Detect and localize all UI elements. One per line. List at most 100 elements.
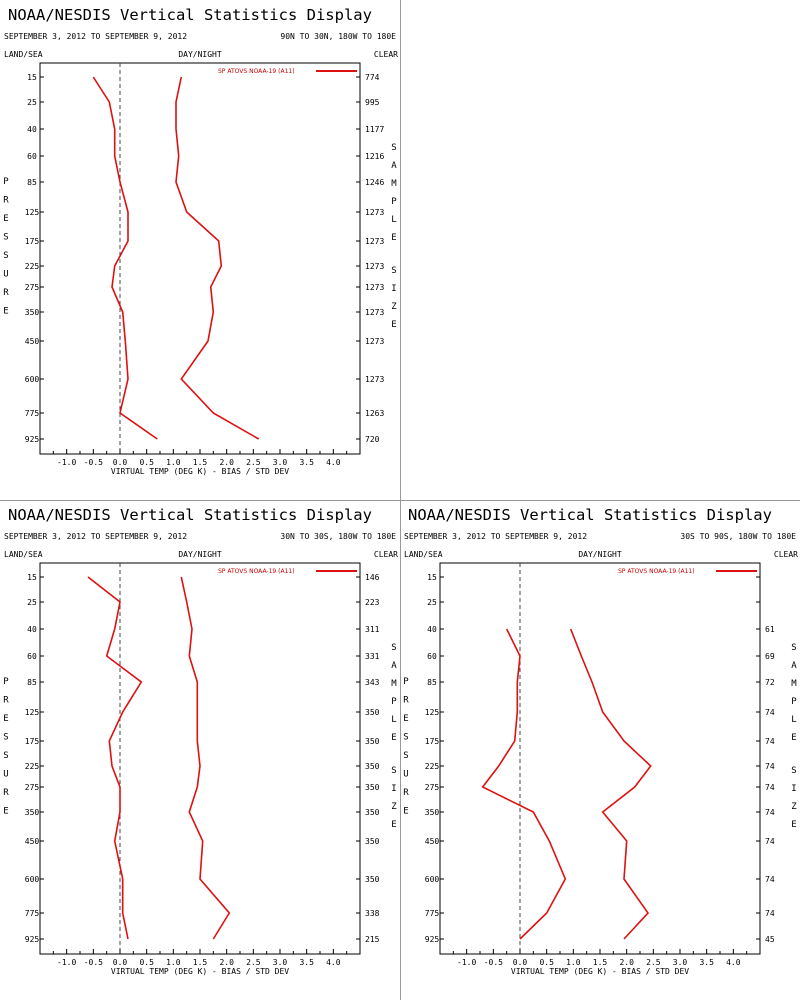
pressure-tick-label: 275 (25, 283, 40, 292)
sample-axis-letter: S (791, 643, 796, 653)
sample-size-label: 74 (765, 737, 775, 746)
x-tick-label: 1.0 (166, 958, 181, 967)
sample-size-label: 338 (365, 909, 380, 918)
pressure-axis-letter: R (3, 696, 9, 706)
day-night-label: DAY/NIGHT (178, 50, 222, 59)
chart-panel-tropics: NOAA/NESDIS Vertical Statistics Display S… (0, 500, 400, 1000)
sample-size-label: 1273 (365, 208, 384, 217)
pressure-tick-label: 25 (27, 598, 37, 607)
pressure-tick-label: 225 (25, 262, 40, 271)
legend-label: SP ATOVS NOAA-19 (A11) (218, 68, 295, 75)
chart-svg: NOAA/NESDIS Vertical Statistics Display S… (3, 506, 398, 976)
sample-axis-letter: P (391, 697, 397, 707)
sample-size-label: 1273 (365, 375, 384, 384)
x-tick-label: -0.5 (484, 958, 503, 967)
x-tick-label: 0.0 (513, 958, 528, 967)
x-tick-label: 1.5 (193, 958, 208, 967)
chart-title: NOAA/NESDIS Vertical Statistics Display (408, 506, 772, 524)
series-line-std-dev (569, 628, 652, 940)
x-tick-label: 4.0 (326, 458, 341, 467)
x-tick-label: 2.5 (246, 958, 261, 967)
plot-frame (439, 562, 761, 955)
sample-size-label: 74 (765, 837, 775, 846)
sample-axis-letter: A (391, 161, 397, 171)
x-axis-label: VIRTUAL TEMP (DEG K) - BIAS / STD DEV (111, 467, 289, 476)
x-tick-label: -1.0 (57, 958, 76, 967)
sample-size-label: 61 (765, 625, 775, 634)
sample-size-label: 215 (365, 935, 380, 944)
sample-size-label: 74 (765, 783, 775, 792)
sample-size-label: 1273 (365, 237, 384, 246)
x-tick-label: 0.0 (113, 958, 128, 967)
pressure-tick-label: 275 (25, 783, 40, 792)
pressure-axis-letter: E (3, 214, 8, 224)
chart-svg: NOAA/NESDIS Vertical Statistics Display S… (3, 6, 398, 476)
pressure-tick-label: 85 (27, 178, 37, 187)
region-label: 90N TO 30N, 180W TO 180E (280, 32, 396, 41)
pressure-tick-label: 15 (27, 73, 37, 82)
sample-size-label: 331 (365, 652, 380, 661)
sample-axis-letter: E (391, 820, 396, 830)
pressure-tick-label: 25 (27, 98, 37, 107)
x-tick-label: 4.0 (726, 958, 741, 967)
pressure-axis-letter: S (3, 733, 8, 743)
sample-axis-letter: E (391, 733, 396, 743)
pressure-axis-letter: S (3, 251, 8, 261)
date-range: SEPTEMBER 3, 2012 TO SEPTEMBER 9, 2012 (4, 32, 187, 41)
sample-axis-letter: E (791, 733, 796, 743)
x-tick-label: -0.5 (84, 958, 103, 967)
pressure-tick-label: 600 (425, 875, 440, 884)
pressure-tick-label: 40 (27, 625, 37, 634)
series-line-bias (92, 76, 158, 440)
horizontal-divider (0, 500, 800, 501)
sample-size-label: 720 (365, 435, 380, 444)
pressure-axis-letter: P (3, 677, 9, 687)
sample-size-label: 74 (765, 909, 775, 918)
pressure-axis-letter: S (3, 233, 8, 243)
day-night-label: DAY/NIGHT (178, 550, 222, 559)
x-tick-label: 0.0 (113, 458, 128, 467)
sample-size-label: 72 (765, 678, 775, 687)
sample-size-label: 74 (765, 875, 775, 884)
plot-frame (39, 562, 361, 955)
series-line-std-dev (180, 576, 231, 940)
sample-axis-letter: S (391, 143, 396, 153)
sample-axis-letter: M (391, 679, 397, 689)
pressure-tick-label: 175 (25, 237, 40, 246)
sample-size-label: 1216 (365, 152, 384, 161)
sample-size-label: 1263 (365, 409, 384, 418)
x-tick-label: 0.5 (539, 958, 554, 967)
pressure-axis-letter: R (403, 788, 409, 798)
pressure-tick-label: 350 (25, 808, 40, 817)
sample-size-label: 1177 (365, 125, 384, 134)
sample-size-label: 350 (365, 762, 380, 771)
pressure-tick-label: 275 (425, 783, 440, 792)
pressure-tick-label: 600 (25, 375, 40, 384)
sample-size-label: 774 (365, 73, 380, 82)
x-tick-label: 0.5 (139, 458, 154, 467)
pressure-tick-label: 60 (427, 652, 437, 661)
x-tick-label: 3.5 (699, 958, 714, 967)
sample-axis-letter: Z (791, 802, 797, 812)
pressure-tick-label: 125 (25, 208, 40, 217)
sample-axis-letter: A (391, 661, 397, 671)
pressure-tick-label: 175 (25, 737, 40, 746)
chart-title: NOAA/NESDIS Vertical Statistics Display (8, 506, 372, 524)
pressure-axis-letter: U (403, 770, 408, 780)
sample-size-label: 350 (365, 708, 380, 717)
x-tick-label: 1.5 (593, 958, 608, 967)
sample-axis-letter: I (791, 784, 796, 794)
sample-size-label: 1273 (365, 308, 384, 317)
sample-axis-letter: E (791, 820, 796, 830)
sample-size-label: 350 (365, 737, 380, 746)
pressure-tick-label: 925 (425, 935, 440, 944)
x-tick-label: 2.5 (246, 458, 261, 467)
sample-size-label: 69 (765, 652, 775, 661)
pressure-axis-letter: R (3, 196, 9, 206)
sample-axis-letter: I (391, 784, 396, 794)
pressure-tick-label: 125 (25, 708, 40, 717)
pressure-tick-label: 25 (427, 598, 437, 607)
x-tick-label: 3.0 (673, 958, 688, 967)
x-axis-label: VIRTUAL TEMP (DEG K) - BIAS / STD DEV (511, 967, 689, 976)
chart-svg: NOAA/NESDIS Vertical Statistics Display S… (403, 506, 798, 976)
